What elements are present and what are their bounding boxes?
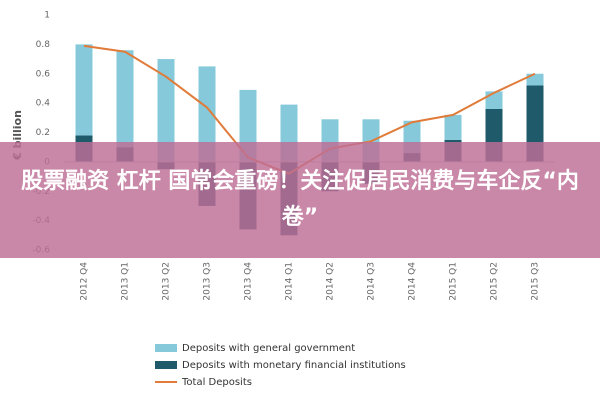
x-tick-label: 2013 Q2 bbox=[162, 262, 172, 301]
x-tick-label: 2013 Q3 bbox=[203, 262, 213, 301]
bar bbox=[116, 50, 134, 148]
bar bbox=[157, 59, 175, 162]
bar bbox=[526, 73, 544, 86]
x-tick-label: 2015 Q3 bbox=[531, 262, 541, 301]
x-tick-label: 2014 Q2 bbox=[326, 262, 336, 301]
bar bbox=[75, 44, 93, 136]
legend-label: Total Deposits bbox=[181, 377, 252, 388]
bar bbox=[485, 91, 503, 109]
x-tick-label: 2014 Q3 bbox=[367, 262, 377, 301]
legend-marker bbox=[155, 361, 177, 369]
y-tick-label: 0.6 bbox=[36, 69, 51, 79]
bar bbox=[198, 66, 216, 162]
banner-text: 股票融资 杠杆 国常会重磅！关注促居民消费与车企反“内卷” bbox=[21, 169, 579, 230]
legend-label: Deposits with general government bbox=[182, 343, 355, 354]
bar bbox=[444, 114, 462, 140]
legend-marker bbox=[155, 344, 177, 352]
x-tick-label: 2014 Q4 bbox=[408, 262, 418, 301]
y-tick-label: 1 bbox=[44, 11, 50, 21]
x-tick-label: 2014 Q1 bbox=[285, 262, 295, 301]
x-tick-label: 2015 Q1 bbox=[449, 262, 459, 301]
x-tick-label: 2012 Q4 bbox=[80, 262, 90, 301]
x-tick-label: 2015 Q2 bbox=[490, 262, 500, 301]
banner: 股票融资 杠杆 国常会重磅！关注促居民消费与车企反“内卷” bbox=[0, 142, 600, 258]
legend-label: Deposits with monetary financial institu… bbox=[182, 360, 406, 371]
x-tick-label: 2013 Q4 bbox=[244, 262, 254, 301]
y-tick-label: 0.2 bbox=[36, 128, 50, 138]
y-tick-label: 0.8 bbox=[36, 40, 51, 50]
y-tick-label: 0.4 bbox=[36, 99, 51, 109]
x-tick-label: 2013 Q1 bbox=[121, 262, 131, 301]
